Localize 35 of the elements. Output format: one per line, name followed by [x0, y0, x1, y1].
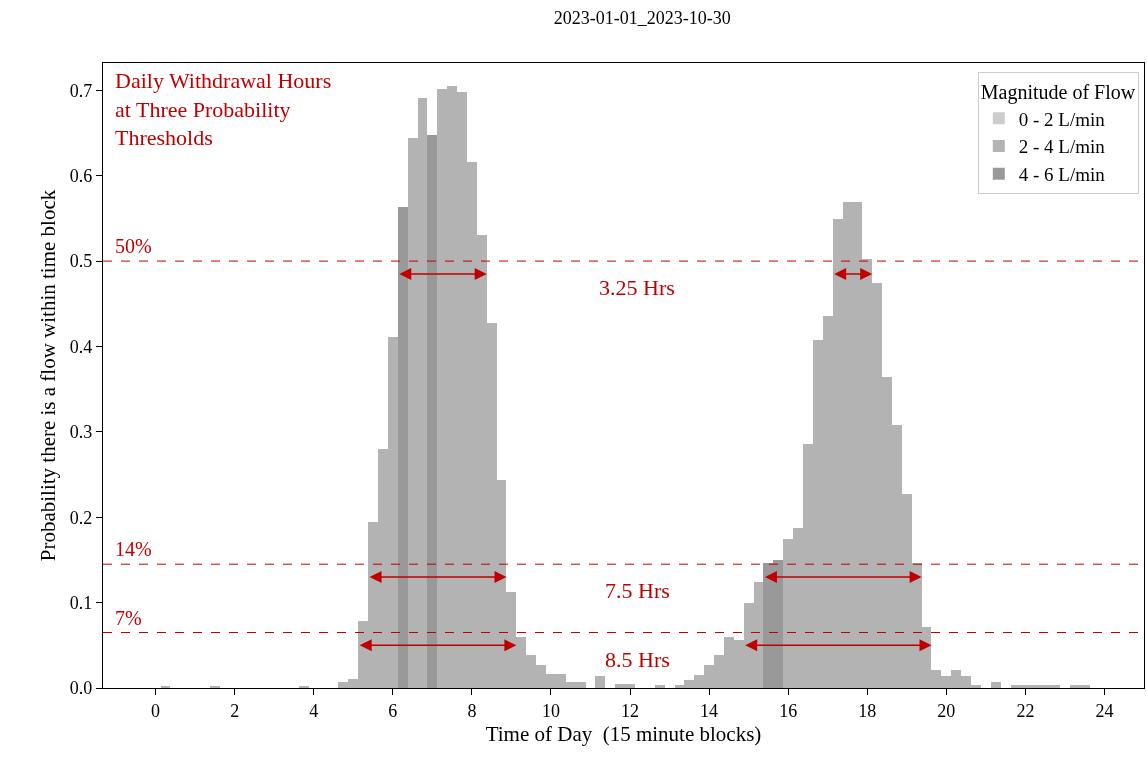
y-tick-label: 0.5 — [69, 251, 93, 272]
x-tick-label: 6 — [388, 700, 398, 721]
y-tick-label: 0.4 — [69, 336, 93, 357]
annotation: 8.5 Hrs — [605, 647, 670, 672]
y-tick-label: 0.2 — [69, 507, 93, 528]
annotation: 7.5 Hrs — [605, 578, 670, 603]
x-tick-label: 12 — [621, 700, 640, 721]
legend-label: 2 - 4 L/min — [1018, 136, 1106, 158]
y-tick-label: 0.1 — [69, 592, 93, 613]
x-tick-label: 8 — [467, 700, 477, 721]
legend-label: 4 - 6 L/min — [1018, 164, 1106, 186]
x-tick-label: 14 — [700, 700, 719, 721]
x-tick-label: 22 — [1016, 700, 1035, 721]
ref-line-label: 7% — [115, 607, 142, 629]
y-tick-label: 0.6 — [69, 166, 93, 186]
annotation: 3.25 Hrs — [599, 275, 675, 300]
ref-line-label: 14% — [115, 538, 152, 560]
annotation: Daily Withdrawal Hours at Three Probability Thresholds — [115, 68, 332, 151]
x-tick-label: 18 — [858, 700, 877, 721]
legend-title: Magnitude of Flow — [980, 81, 1136, 105]
x-axis-title: Time of Day (15 minute blocks) — [485, 721, 762, 746]
x-tick-label: 24 — [1095, 700, 1114, 721]
x-tick-label: 16 — [779, 700, 798, 721]
x-tick-label: 4 — [309, 700, 319, 721]
x-tick-label: 20 — [937, 700, 956, 721]
chart-title: 2023-01-01_2023-10-30 — [553, 8, 731, 29]
ref-line-label: 50% — [115, 235, 152, 257]
y-tick-label: 0.3 — [69, 422, 93, 443]
x-tick-label: 0 — [151, 700, 161, 721]
x-tick-label: 10 — [541, 700, 560, 721]
y-tick-label: 0.7 — [69, 80, 93, 101]
y-tick-label: 0.0 — [69, 678, 93, 699]
legend-label: 0 - 2 L/min — [1018, 108, 1106, 130]
y-axis-title: Probability there is a flow within time block — [35, 189, 60, 562]
x-tick-label: 2 — [230, 700, 240, 721]
